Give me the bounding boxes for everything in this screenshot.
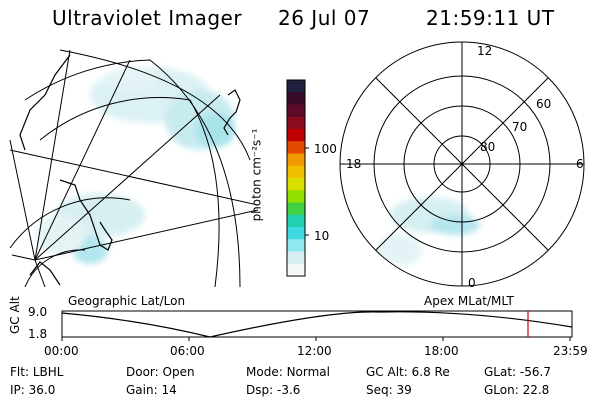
mlt-label-6: 6 <box>576 157 584 171</box>
date-label: 26 Jul 07 <box>278 6 371 30</box>
status-door: Door: Open <box>126 365 195 379</box>
mlat-label-80: 80 <box>480 140 496 154</box>
colorbar-segment <box>287 165 305 179</box>
time-label: 21:59:11 UT <box>426 6 555 30</box>
color-bar <box>286 79 309 277</box>
colorbar-segment <box>287 80 305 93</box>
altitude-timeline <box>61 310 573 341</box>
mlt-label-0: 0 <box>468 276 476 290</box>
polar-plot <box>339 41 585 287</box>
colorbar-segment <box>287 178 305 191</box>
geographic-map <box>9 49 258 287</box>
colorbar-segment <box>287 92 305 105</box>
y-tick-low: 1.8 <box>28 327 48 341</box>
gc-alt-axis-label: GC Alt <box>8 296 22 334</box>
status-gc-alt: GC Alt: 6.8 Re <box>366 365 450 379</box>
colorbar-segment <box>287 129 305 142</box>
status-seq: Seq: 39 <box>366 383 412 397</box>
x-tick-1800: 18:00 <box>424 344 459 358</box>
colorbar-unit-label: photon cm⁻²s⁻¹ <box>249 128 264 222</box>
status-ip: IP: 36.0 <box>10 383 56 397</box>
colorbar-frame <box>286 79 306 277</box>
geographic-label: Geographic Lat/Lon <box>68 294 186 308</box>
colorbar-segment <box>287 202 305 216</box>
colorbar-segment <box>287 190 305 203</box>
y-tick-high: 9.0 <box>28 305 48 319</box>
x-tick-1200: 12:00 <box>297 344 332 358</box>
colorbar-segment <box>287 251 305 265</box>
status-dsp: Dsp: -3.6 <box>246 383 301 397</box>
colorbar-segment <box>287 227 305 240</box>
x-tick-2359: 23:59 <box>553 344 588 358</box>
colorbar-segment <box>287 141 305 154</box>
mlt-label-18: 18 <box>346 157 362 171</box>
mlat-label-60: 60 <box>536 97 552 111</box>
x-tick-0000: 00:00 <box>44 344 79 358</box>
colorbar-segment <box>287 214 305 228</box>
apex-label: Apex MLat/MLT <box>424 294 514 308</box>
colorbar-segment <box>287 104 305 118</box>
colorbar-segment <box>287 116 305 130</box>
status-flt: Flt: LBHL <box>10 365 64 379</box>
status-gain: Gain: 14 <box>126 383 177 397</box>
mlat-label-70: 70 <box>512 120 528 134</box>
x-tick-0600: 06:00 <box>170 344 205 358</box>
colorbar-segment <box>287 263 305 277</box>
status-glat: GLat: -56.7 <box>484 365 551 379</box>
status-glon: GLon: 22.8 <box>484 383 550 397</box>
status-mode: Mode: Normal <box>246 365 330 379</box>
mlt-label-12: 12 <box>477 44 493 58</box>
colorbar-segment <box>287 239 305 252</box>
colorbar-tick-10: 10 <box>314 229 330 243</box>
colorbar-tick-100: 100 <box>314 142 337 156</box>
instrument-title: Ultraviolet Imager <box>52 6 243 30</box>
colorbar-segment <box>287 153 305 167</box>
